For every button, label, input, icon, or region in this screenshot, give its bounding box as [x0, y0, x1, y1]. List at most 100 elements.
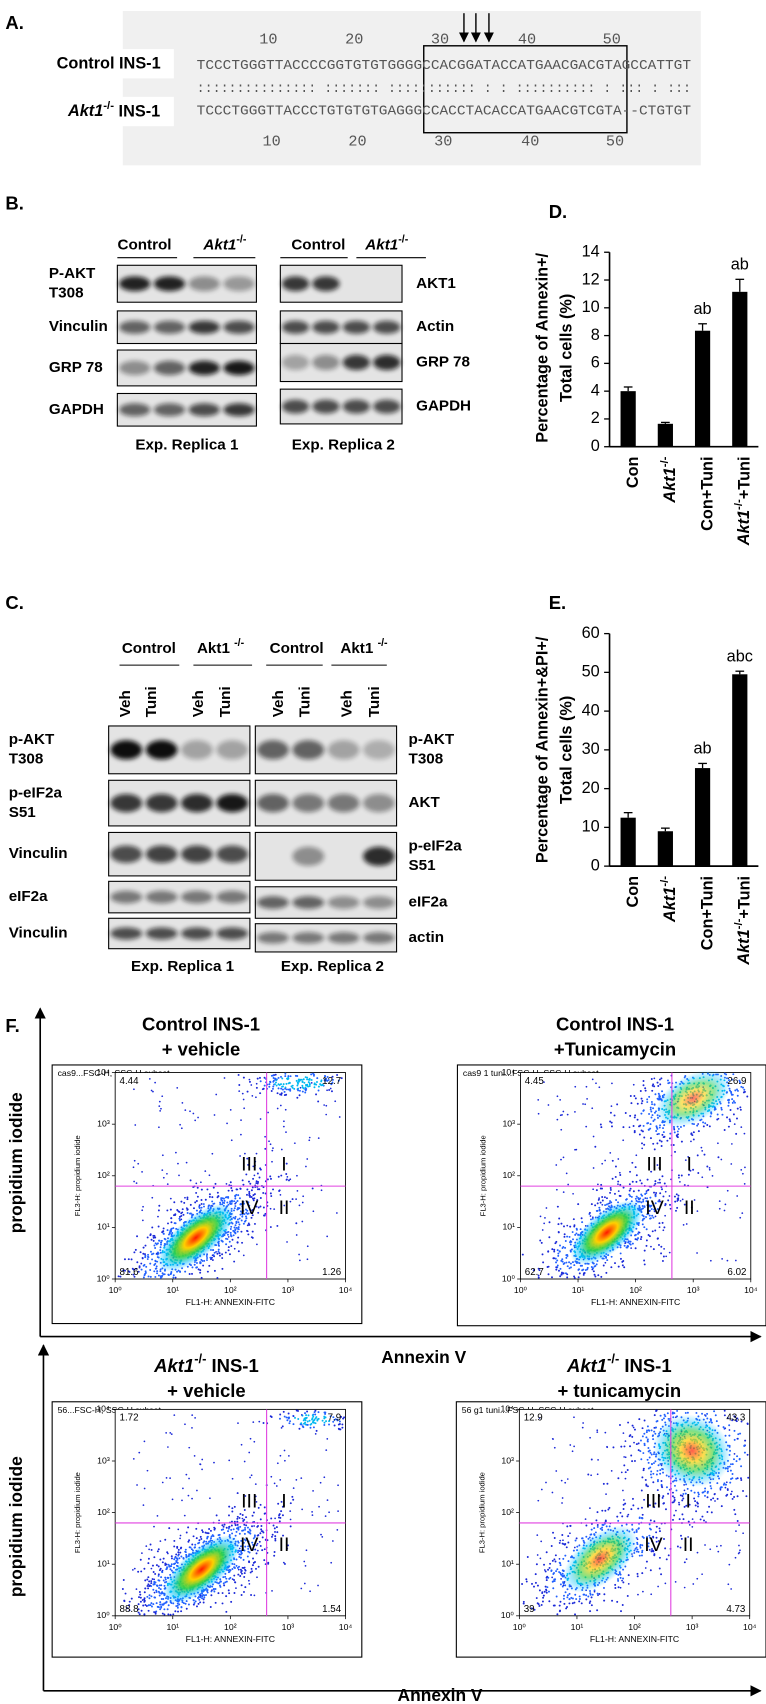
- band: [312, 400, 339, 414]
- event-dot: [295, 1198, 297, 1200]
- event-dot: [204, 1170, 206, 1172]
- blot-label: eIF2a: [9, 888, 48, 905]
- lane-label: Veh: [270, 690, 287, 717]
- event-dot: [664, 1204, 666, 1206]
- event-dot: [566, 1273, 568, 1275]
- quadrant-name: III: [241, 1154, 257, 1176]
- event-dot: [560, 1268, 562, 1270]
- band: [328, 896, 360, 909]
- event-dot: [641, 1148, 643, 1150]
- event-dot: [270, 1178, 272, 1180]
- event-dot: [185, 1474, 187, 1476]
- event-dot: [634, 1114, 636, 1116]
- event-dot: [125, 1593, 127, 1595]
- event-dot: [649, 1235, 651, 1237]
- event-dot: [238, 1224, 240, 1226]
- event-dot: [546, 1592, 548, 1594]
- event-dot: [658, 1094, 660, 1096]
- event-dot: [566, 1525, 568, 1527]
- event-dot: [167, 1183, 169, 1185]
- event-dot: [316, 1430, 318, 1432]
- event-dot: [189, 1546, 191, 1548]
- event-dot: [281, 1077, 283, 1079]
- event-dot: [164, 1564, 166, 1566]
- event-dot: [227, 1234, 229, 1236]
- event-dot: [234, 1506, 236, 1508]
- event-dot: [650, 1137, 652, 1139]
- event-dot: [156, 1265, 158, 1267]
- event-dot: [274, 1527, 276, 1529]
- event-dot: [629, 1183, 631, 1185]
- event-dot: [200, 1538, 202, 1540]
- event-dot: [637, 1103, 639, 1105]
- event-dot: [217, 1582, 219, 1584]
- event-dot: [135, 1249, 137, 1251]
- event-dot: [215, 1251, 217, 1253]
- y-tick-label: 10³: [502, 1118, 515, 1128]
- event-dot: [659, 1127, 661, 1129]
- event-dot: [287, 1075, 289, 1077]
- event-dot: [601, 1204, 603, 1206]
- event-dot: [234, 1205, 236, 1207]
- event-dot: [230, 1187, 232, 1189]
- event-dot: [293, 1487, 295, 1489]
- event-dot: [283, 1083, 285, 1085]
- event-dot: [235, 1224, 237, 1226]
- event-dot: [123, 1579, 125, 1581]
- event-dot: [564, 1262, 566, 1264]
- event-dot: [565, 1591, 567, 1593]
- event-dot: [642, 1223, 644, 1225]
- bar-annotation: ab: [694, 300, 712, 318]
- event-dot: [630, 1241, 632, 1243]
- event-dot: [724, 1129, 726, 1131]
- event-dot: [224, 1077, 226, 1079]
- event-dot: [566, 1254, 568, 1256]
- event-dot: [216, 1514, 218, 1516]
- event-dot: [251, 1236, 253, 1238]
- event-dot: [294, 1142, 296, 1144]
- event-dot: [740, 1109, 742, 1111]
- event-dot: [642, 1130, 644, 1132]
- bar: [658, 424, 673, 447]
- event-dot: [251, 1474, 253, 1476]
- event-dot: [660, 1573, 662, 1575]
- event-dot: [301, 1079, 303, 1081]
- event-dot: [264, 1085, 266, 1087]
- ruler-number: 40: [521, 132, 539, 150]
- event-dot: [665, 1191, 667, 1193]
- event-dot: [541, 1604, 543, 1606]
- event-dot: [315, 1416, 317, 1418]
- event-dot: [188, 1604, 190, 1606]
- event-dot: [159, 1110, 161, 1112]
- event-dot: [225, 1252, 227, 1254]
- event-dot: [251, 1568, 253, 1570]
- band: [189, 361, 220, 375]
- event-dot: [297, 1190, 299, 1192]
- event-dot: [231, 1532, 233, 1534]
- event-dot: [557, 1253, 559, 1255]
- band: [292, 847, 324, 866]
- event-dot: [622, 1126, 624, 1128]
- event-dot: [158, 1587, 160, 1589]
- event-dot: [679, 1518, 681, 1520]
- event-dot: [538, 1113, 540, 1115]
- event-dot: [210, 1594, 212, 1596]
- event-dot: [178, 1603, 180, 1605]
- event-dot: [281, 1149, 283, 1151]
- event-dot: [589, 1610, 591, 1612]
- band: [343, 400, 370, 414]
- event-dot: [267, 1112, 269, 1114]
- event-dot: [176, 1546, 178, 1548]
- event-dot: [249, 1079, 251, 1081]
- event-dot: [737, 1108, 739, 1110]
- replica-caption: Exp. Replica 2: [281, 958, 384, 975]
- event-dot: [630, 1508, 632, 1510]
- band: [363, 847, 395, 866]
- event-dot: [142, 1220, 144, 1222]
- band: [181, 927, 213, 939]
- event-dot: [542, 1253, 544, 1255]
- event-dot: [739, 1106, 741, 1108]
- event-dot: [667, 1082, 669, 1084]
- band: [119, 276, 150, 291]
- event-dot: [557, 1255, 559, 1257]
